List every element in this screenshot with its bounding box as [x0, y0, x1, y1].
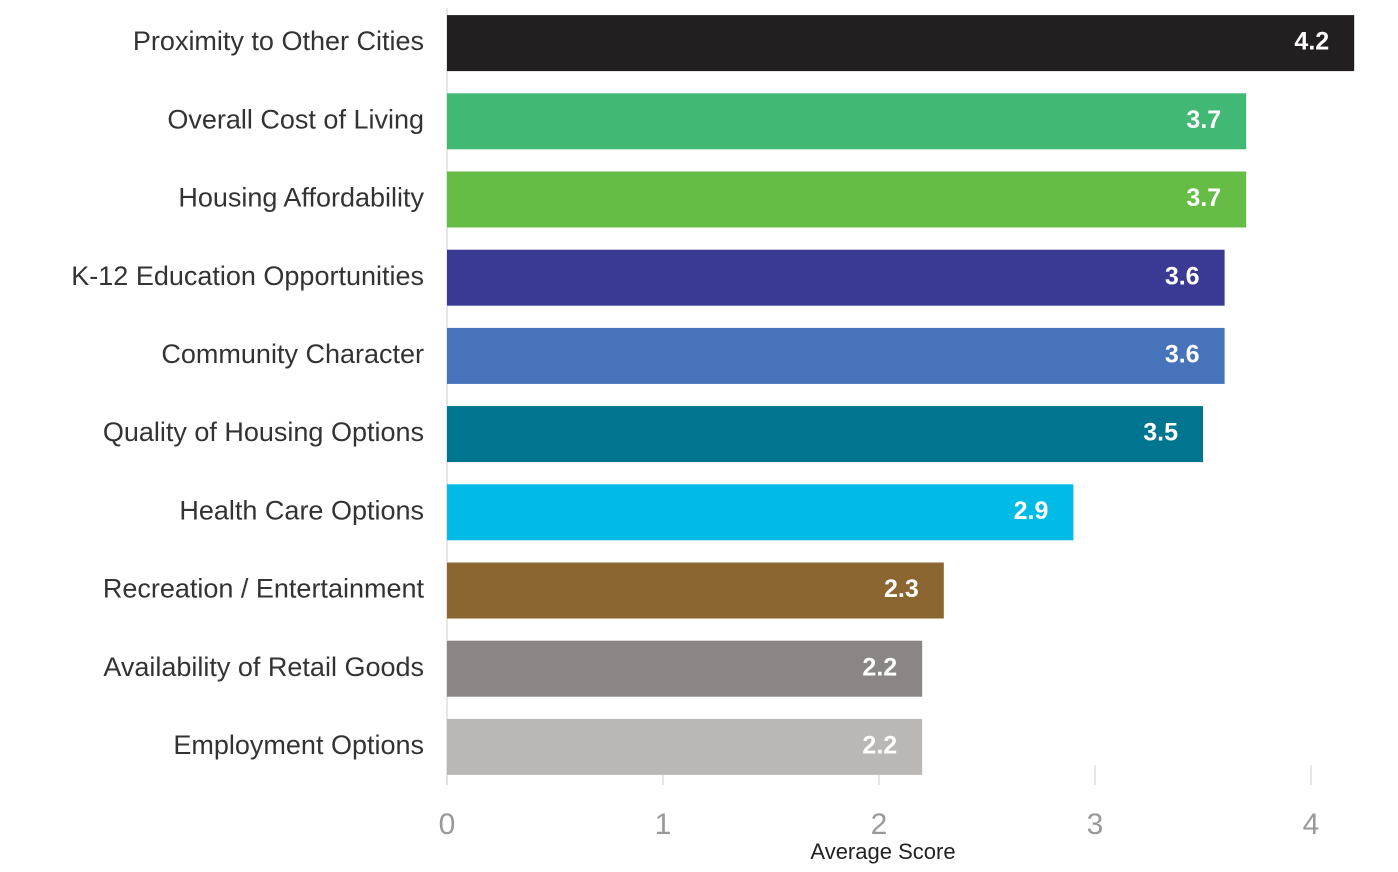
- x-axis-title: Average Score: [810, 839, 955, 864]
- data-label: 3.6: [1165, 262, 1200, 290]
- bar: [447, 718, 923, 775]
- bar: [447, 15, 1355, 72]
- x-tick-label: 4: [1303, 808, 1320, 841]
- data-label: 2.9: [1014, 497, 1049, 525]
- data-label: 3.7: [1186, 184, 1221, 212]
- y-tick-label: Overall Cost of Living: [167, 104, 424, 134]
- bar: [447, 249, 1225, 306]
- bar: [447, 171, 1247, 228]
- data-label: 3.5: [1143, 419, 1178, 447]
- y-tick-label: Quality of Housing Options: [103, 417, 424, 447]
- data-label: 2.2: [862, 732, 897, 760]
- x-tick-label: 2: [871, 808, 888, 841]
- data-label: 4.2: [1294, 28, 1329, 56]
- y-tick-label: Employment Options: [173, 730, 424, 760]
- y-tick-label: Community Character: [161, 339, 424, 369]
- bar: [447, 562, 944, 619]
- x-tick-label: 3: [1087, 808, 1104, 841]
- y-tick-label: Availability of Retail Goods: [103, 652, 424, 682]
- y-tick-label: Proximity to Other Cities: [133, 26, 424, 56]
- data-label: 3.7: [1186, 106, 1221, 134]
- y-tick-label: Housing Affordability: [178, 183, 424, 213]
- x-tick-label: 0: [439, 808, 456, 841]
- data-label: 2.3: [884, 575, 919, 603]
- bar: [447, 484, 1074, 541]
- y-tick-label: Recreation / Entertainment: [103, 574, 425, 604]
- y-tick-label: K-12 Education Opportunities: [71, 261, 424, 291]
- bar: [447, 327, 1225, 384]
- bar: [447, 640, 923, 697]
- data-label: 3.6: [1165, 341, 1200, 369]
- bar: [447, 406, 1203, 463]
- y-tick-label: Health Care Options: [179, 495, 424, 525]
- data-label: 2.2: [862, 653, 897, 681]
- x-tick-label: 1: [655, 808, 672, 841]
- bar: [447, 93, 1247, 150]
